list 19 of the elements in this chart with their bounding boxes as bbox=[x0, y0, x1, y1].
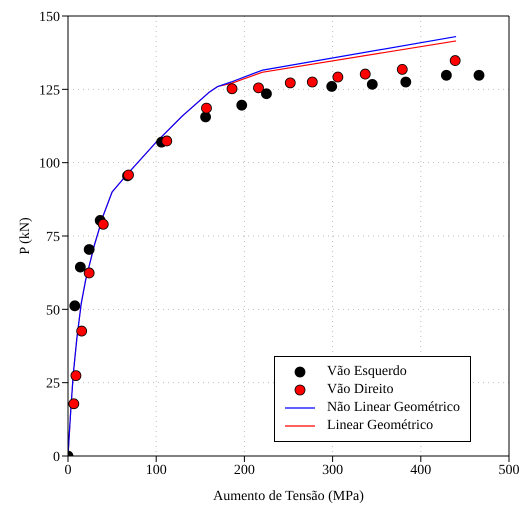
legend-label: Vão Direito bbox=[327, 382, 394, 398]
x-tick-label: 500 bbox=[498, 462, 519, 478]
legend-label: Vão Esquerdo bbox=[327, 364, 407, 380]
x-tick-label: 300 bbox=[322, 462, 344, 478]
y-tick-label: 125 bbox=[39, 83, 60, 98]
y-tick-label: 25 bbox=[46, 376, 60, 392]
y-tick-label: 75 bbox=[46, 230, 60, 245]
y-tick-label: 100 bbox=[39, 156, 60, 172]
legend-label: Linear Geométrico bbox=[327, 418, 434, 434]
legend-label: Não Linear Geométrico bbox=[327, 400, 460, 416]
x-tick-label: 0 bbox=[64, 462, 72, 478]
y-tick-label: 50 bbox=[46, 303, 60, 318]
x-tick-label: 100 bbox=[146, 462, 167, 478]
x-tick-label: 400 bbox=[410, 462, 432, 478]
x-tick-label: 200 bbox=[234, 462, 255, 478]
y-tick-label: 0 bbox=[53, 450, 60, 465]
y-tick-label: 150 bbox=[39, 10, 60, 25]
x-axis-title: Aumento de Tensão (MPa) bbox=[213, 489, 364, 504]
y-axis-title: P (kN) bbox=[18, 217, 33, 255]
